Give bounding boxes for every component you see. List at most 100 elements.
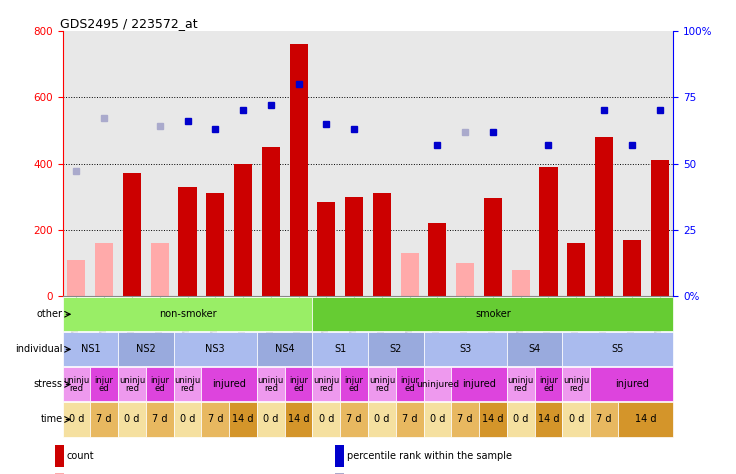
FancyBboxPatch shape — [423, 367, 451, 401]
FancyBboxPatch shape — [118, 402, 146, 437]
Text: 14 d: 14 d — [538, 414, 559, 425]
FancyBboxPatch shape — [562, 367, 590, 401]
FancyBboxPatch shape — [91, 367, 118, 401]
Bar — [345, 197, 363, 296]
FancyBboxPatch shape — [285, 402, 313, 437]
Text: smoker: smoker — [475, 309, 511, 319]
FancyBboxPatch shape — [118, 367, 146, 401]
Text: uninju
red: uninju red — [369, 376, 395, 393]
FancyBboxPatch shape — [340, 402, 368, 437]
Text: uninju
red: uninju red — [563, 376, 590, 393]
Bar — [373, 193, 391, 296]
FancyBboxPatch shape — [590, 367, 673, 401]
Bar — [95, 243, 113, 296]
Text: 0 d: 0 d — [430, 414, 445, 425]
FancyBboxPatch shape — [368, 332, 423, 366]
Text: 7 d: 7 d — [402, 414, 417, 425]
FancyBboxPatch shape — [423, 332, 507, 366]
Text: other: other — [37, 309, 63, 319]
FancyBboxPatch shape — [63, 297, 313, 331]
Text: injur
ed: injur ed — [400, 376, 419, 393]
Text: injured: injured — [212, 379, 246, 390]
Text: 7 d: 7 d — [458, 414, 473, 425]
FancyBboxPatch shape — [257, 367, 285, 401]
Text: NS1: NS1 — [80, 344, 100, 355]
FancyBboxPatch shape — [562, 402, 590, 437]
Text: 14 d: 14 d — [288, 414, 309, 425]
Bar — [567, 243, 585, 296]
Bar — [55, 445, 64, 466]
FancyBboxPatch shape — [534, 402, 562, 437]
Text: uninju
red: uninju red — [508, 376, 534, 393]
Text: 7 d: 7 d — [152, 414, 168, 425]
Text: uninju
red: uninju red — [118, 376, 145, 393]
FancyBboxPatch shape — [229, 402, 257, 437]
FancyBboxPatch shape — [285, 367, 313, 401]
Text: S1: S1 — [334, 344, 347, 355]
Text: 14 d: 14 d — [482, 414, 503, 425]
Bar — [123, 173, 141, 296]
FancyBboxPatch shape — [174, 332, 257, 366]
Bar — [335, 473, 344, 474]
FancyBboxPatch shape — [562, 332, 673, 366]
FancyBboxPatch shape — [590, 402, 618, 437]
Text: 7 d: 7 d — [96, 414, 112, 425]
Text: 7 d: 7 d — [347, 414, 362, 425]
Bar — [206, 193, 224, 296]
FancyBboxPatch shape — [423, 402, 451, 437]
FancyBboxPatch shape — [63, 402, 91, 437]
Bar — [289, 44, 308, 296]
FancyBboxPatch shape — [313, 402, 340, 437]
Text: percentile rank within the sample: percentile rank within the sample — [347, 451, 512, 461]
FancyBboxPatch shape — [174, 367, 202, 401]
Text: 14 d: 14 d — [233, 414, 254, 425]
Bar — [428, 223, 447, 296]
Text: stress: stress — [34, 379, 63, 390]
Bar — [595, 137, 613, 296]
Bar — [623, 240, 641, 296]
Text: 0 d: 0 d — [180, 414, 195, 425]
Bar — [234, 164, 252, 296]
Text: count: count — [67, 451, 95, 461]
Bar — [512, 270, 530, 296]
FancyBboxPatch shape — [313, 367, 340, 401]
Text: 7 d: 7 d — [208, 414, 223, 425]
Text: injured: injured — [615, 379, 648, 390]
Text: injur
ed: injur ed — [150, 376, 169, 393]
FancyBboxPatch shape — [257, 402, 285, 437]
Text: uninju
red: uninju red — [314, 376, 339, 393]
Text: injur
ed: injur ed — [95, 376, 113, 393]
Text: 0 d: 0 d — [124, 414, 140, 425]
Text: injur
ed: injur ed — [289, 376, 308, 393]
FancyBboxPatch shape — [396, 402, 423, 437]
Text: 0 d: 0 d — [263, 414, 278, 425]
FancyBboxPatch shape — [368, 367, 396, 401]
FancyBboxPatch shape — [396, 367, 423, 401]
Text: uninju
red: uninju red — [63, 376, 90, 393]
Text: uninju
red: uninju red — [174, 376, 201, 393]
FancyBboxPatch shape — [507, 367, 534, 401]
FancyBboxPatch shape — [118, 332, 174, 366]
FancyBboxPatch shape — [313, 297, 673, 331]
Bar — [262, 147, 280, 296]
Text: injured: injured — [462, 379, 496, 390]
Text: S2: S2 — [389, 344, 402, 355]
FancyBboxPatch shape — [340, 367, 368, 401]
Text: 0 d: 0 d — [319, 414, 334, 425]
FancyBboxPatch shape — [451, 402, 479, 437]
FancyBboxPatch shape — [534, 367, 562, 401]
Bar — [651, 160, 668, 296]
Text: 0 d: 0 d — [569, 414, 584, 425]
FancyBboxPatch shape — [313, 332, 368, 366]
Text: 0 d: 0 d — [68, 414, 84, 425]
Text: individual: individual — [15, 344, 63, 355]
FancyBboxPatch shape — [368, 402, 396, 437]
Text: injur
ed: injur ed — [344, 376, 364, 393]
Text: 7 d: 7 d — [596, 414, 612, 425]
Text: time: time — [40, 414, 63, 425]
Bar — [484, 199, 502, 296]
Text: uninjured: uninjured — [416, 380, 459, 389]
Text: non-smoker: non-smoker — [159, 309, 216, 319]
Bar — [335, 445, 344, 466]
Bar — [400, 253, 419, 296]
